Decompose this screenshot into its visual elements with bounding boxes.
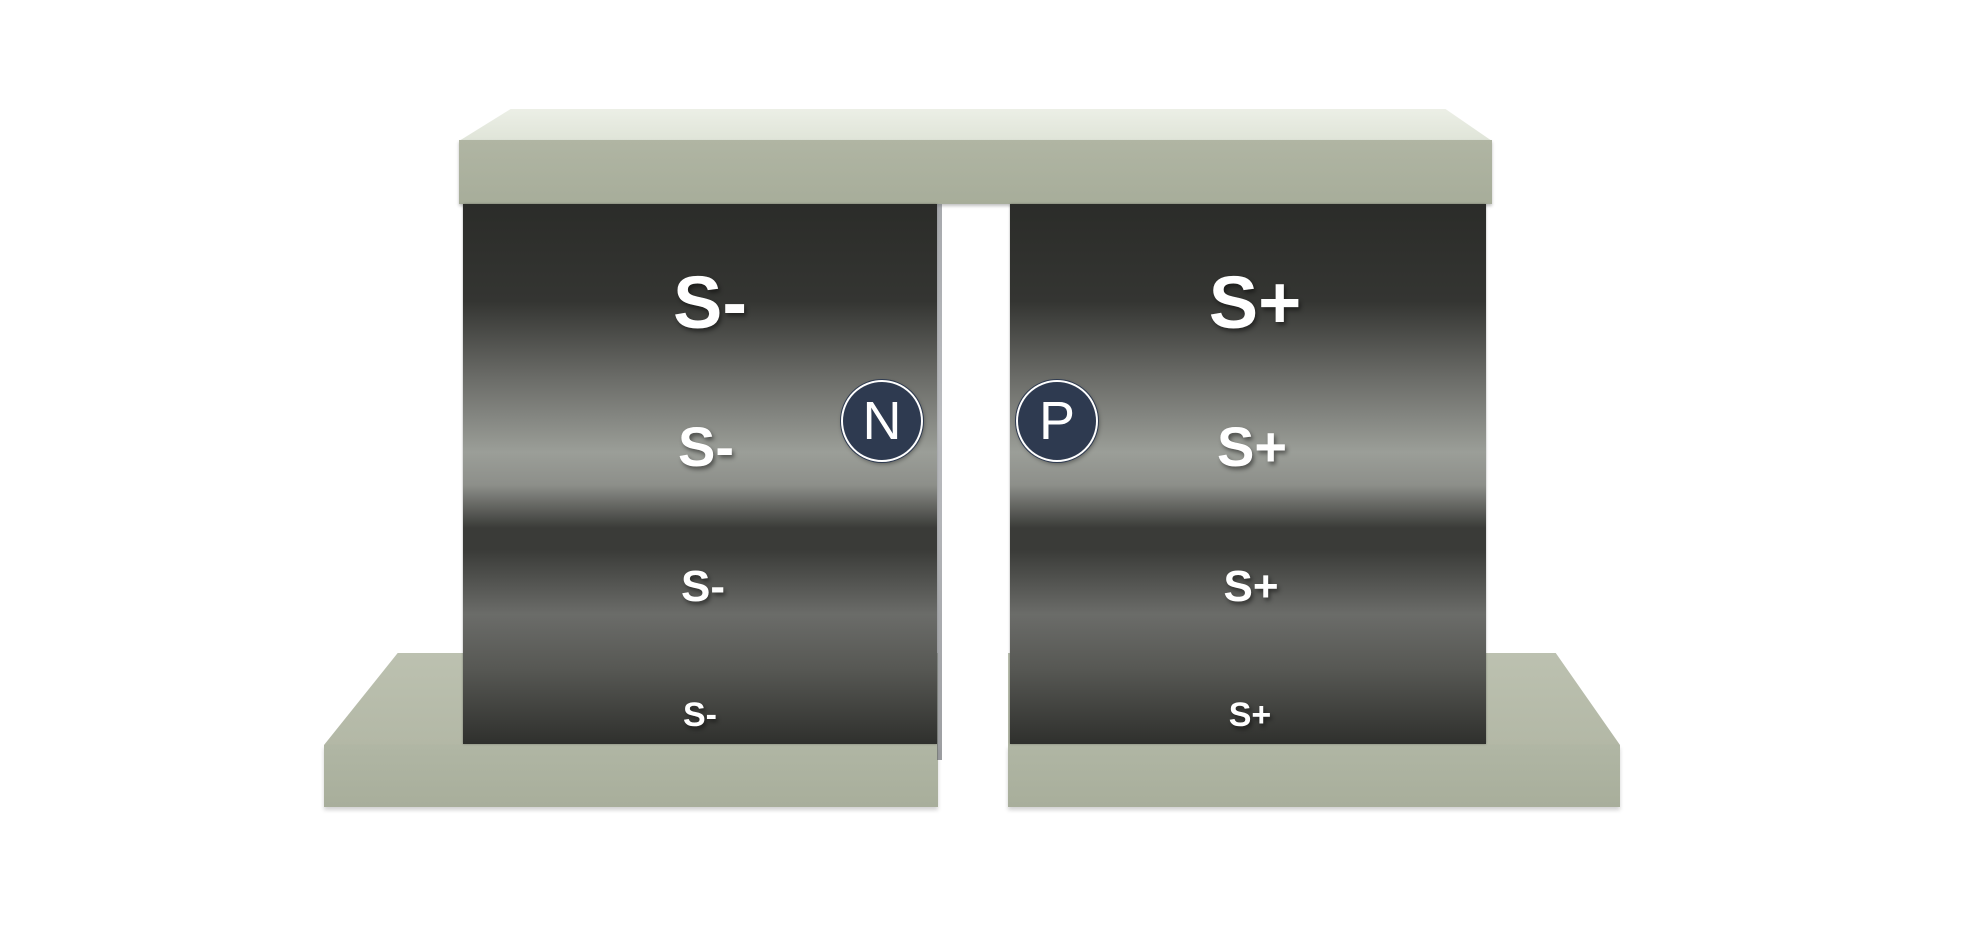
p-badge: P <box>1016 380 1098 462</box>
left-pole-label-4: S- <box>683 696 717 734</box>
gap-strip <box>937 204 942 760</box>
left-pole-label-1: S- <box>673 261 747 344</box>
bottom-plate-right-face <box>1008 745 1620 807</box>
left-pole-label-3: S- <box>681 562 725 611</box>
top-plate <box>459 140 1492 204</box>
bottom-plate-left-face <box>324 745 938 807</box>
left-magnet-block <box>463 204 937 744</box>
right-pole-label-3: S+ <box>1223 562 1279 611</box>
n-badge: N <box>841 380 923 462</box>
top-plate-top-surface <box>459 109 1492 141</box>
right-pole-label-1: S+ <box>1208 261 1302 344</box>
left-pole-label-2: S- <box>678 415 734 478</box>
right-pole-label-4: S+ <box>1228 696 1272 734</box>
right-magnet-block <box>1010 204 1486 744</box>
right-pole-label-2: S+ <box>1216 415 1288 478</box>
